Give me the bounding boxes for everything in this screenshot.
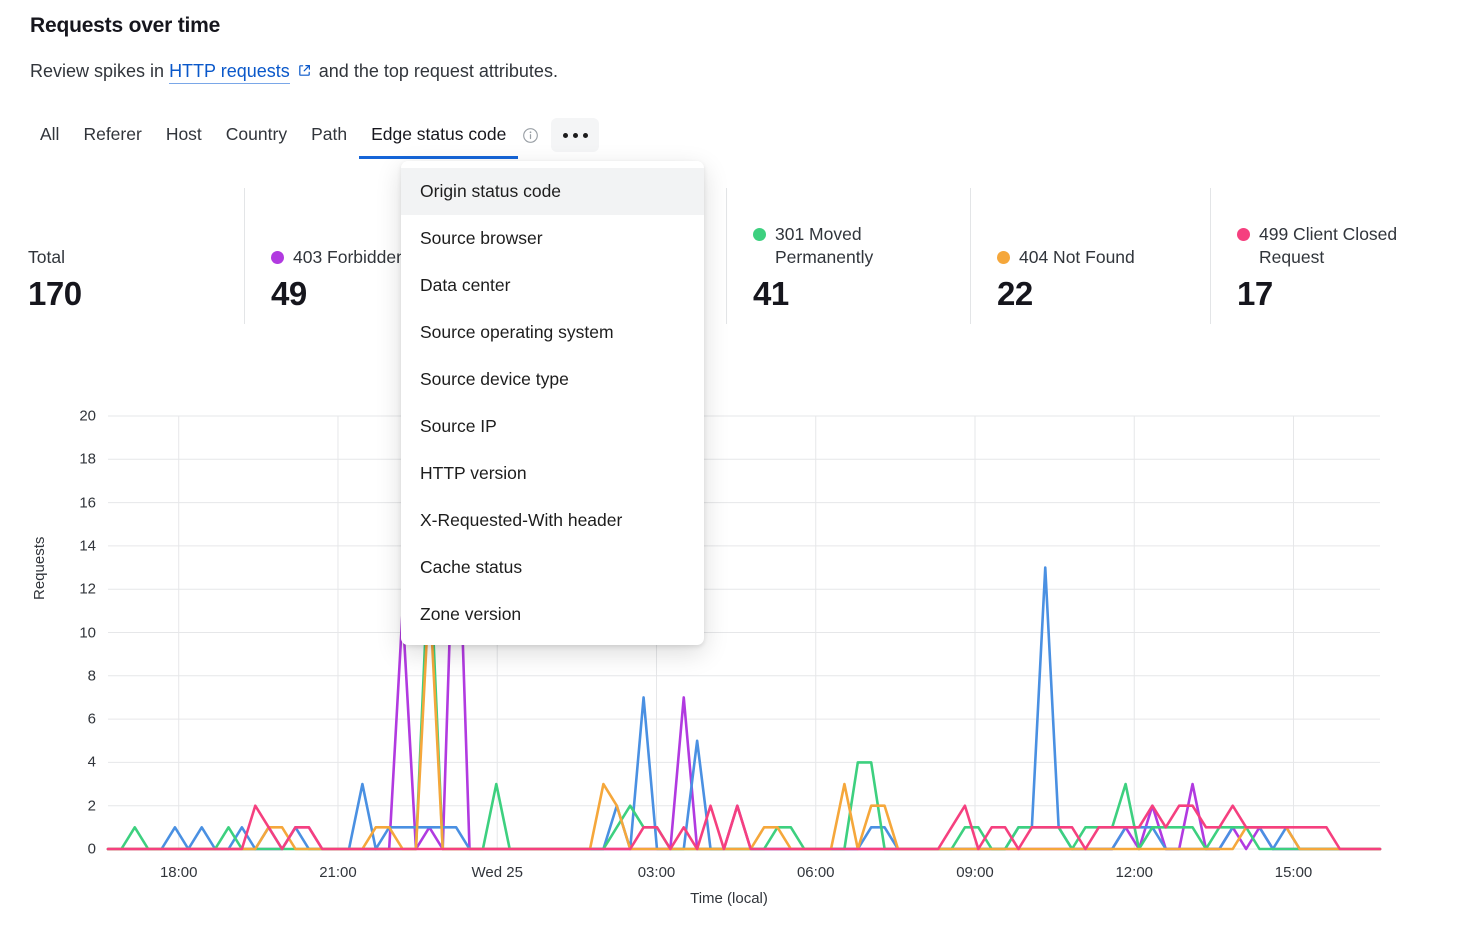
tab-path[interactable]: Path [311,123,348,144]
x-tick-label: 18:00 [159,864,198,881]
stat-total: Total 170 [28,188,244,324]
menu-item-zone-version[interactable]: Zone version [420,604,522,624]
status-code-summary: Total 170 403 Forbidden 49 200 OK 41 301… [28,188,1428,324]
y-tick-label: 6 [87,710,96,728]
stat-value: 170 [28,275,82,312]
x-tick-label: 03:00 [637,864,676,881]
tab-referer[interactable]: Referer [83,123,142,144]
series-color-swatch-icon [997,250,1010,264]
menu-item-http-version[interactable]: HTTP version [420,463,527,483]
dot-2-icon [572,132,578,138]
y-tick-label: 12 [79,580,96,598]
stat-499-client-closed-request: 499 Client Closed Request 17 [1210,188,1428,324]
info-icon[interactable] [522,127,539,144]
y-tick-label: 2 [87,797,96,815]
page-subtitle: Review spikes in HTTP requests and the t… [30,61,558,84]
stat-404-not-found: 404 Not Found 22 [970,188,1210,324]
subtitle-suffix: and the top request attributes. [313,61,558,81]
attribute-tabs: All Referer Host Country Path Edge statu… [28,118,600,160]
external-link-icon[interactable] [297,62,312,83]
y-tick-label: 10 [79,624,96,641]
y-axis-title: Requests [31,536,48,600]
x-tick-label: 15:00 [1274,864,1313,881]
stat-label: 404 Not Found [997,246,1200,269]
more-options-button[interactable] [551,118,600,152]
menu-item-data-center[interactable]: Data center [420,275,511,295]
stat-value: 22 [997,275,1033,312]
y-tick-label: 16 [79,494,96,512]
tab-country[interactable]: Country [225,123,288,144]
y-tick-label: 8 [87,667,96,685]
menu-item-cache-status[interactable]: Cache status [420,557,523,577]
y-tick-label: 4 [87,753,96,771]
menu-item-source-operating-system[interactable]: Source operating system [420,322,614,342]
stat-value: 41 [753,275,789,312]
tab-host[interactable]: Host [165,123,202,144]
page-title: Requests over time [30,14,221,37]
series-color-swatch-icon [753,227,766,241]
tab-all[interactable]: All [40,123,60,144]
series-color-swatch-icon [271,250,284,264]
x-tick-label: 09:00 [956,864,994,881]
x-tick-label: 21:00 [319,864,357,881]
menu-item-source-ip[interactable]: Source IP [420,416,497,436]
tab-edge-status-code[interactable]: Edge status code [359,120,519,159]
stat-301-moved-permanently: 301 Moved Permanently 41 [726,188,970,324]
series-color-swatch-icon [1237,227,1250,241]
y-tick-label: 18 [79,450,96,468]
x-axis-title: Time (local) [690,890,768,907]
x-tick-label: Wed 25 [471,864,523,881]
x-tick-label: 12:00 [1115,864,1154,881]
y-tick-label: 14 [79,537,96,555]
menu-item-x-requested-with-header[interactable]: X-Requested-With header [420,510,623,530]
dot-3-icon [582,132,588,138]
x-tick-label: 06:00 [796,864,835,881]
menu-item-origin-status-code[interactable]: Origin status code [401,168,704,215]
dot-1-icon [562,132,568,138]
http-requests-link[interactable]: HTTP requests [169,61,290,84]
stat-value: 17 [1237,275,1273,312]
y-tick-label: 0 [87,840,96,858]
menu-item-source-device-type[interactable]: Source device type [420,369,569,389]
attribute-dropdown-menu[interactable]: Origin status code Source browser Data c… [401,161,704,645]
y-tick-label: 20 [79,407,96,425]
stat-label: Total [28,246,65,267]
stat-label: 403 Forbidden [271,246,474,269]
stat-403-forbidden: 403 Forbidden 49 [244,188,484,324]
menu-item-source-browser[interactable]: Source browser [420,228,543,248]
stat-value: 49 [271,275,307,312]
stat-label: 301 Moved Permanently [753,223,960,269]
subtitle-prefix: Review spikes in [30,61,170,81]
stat-label: 499 Client Closed Request [1237,223,1418,269]
